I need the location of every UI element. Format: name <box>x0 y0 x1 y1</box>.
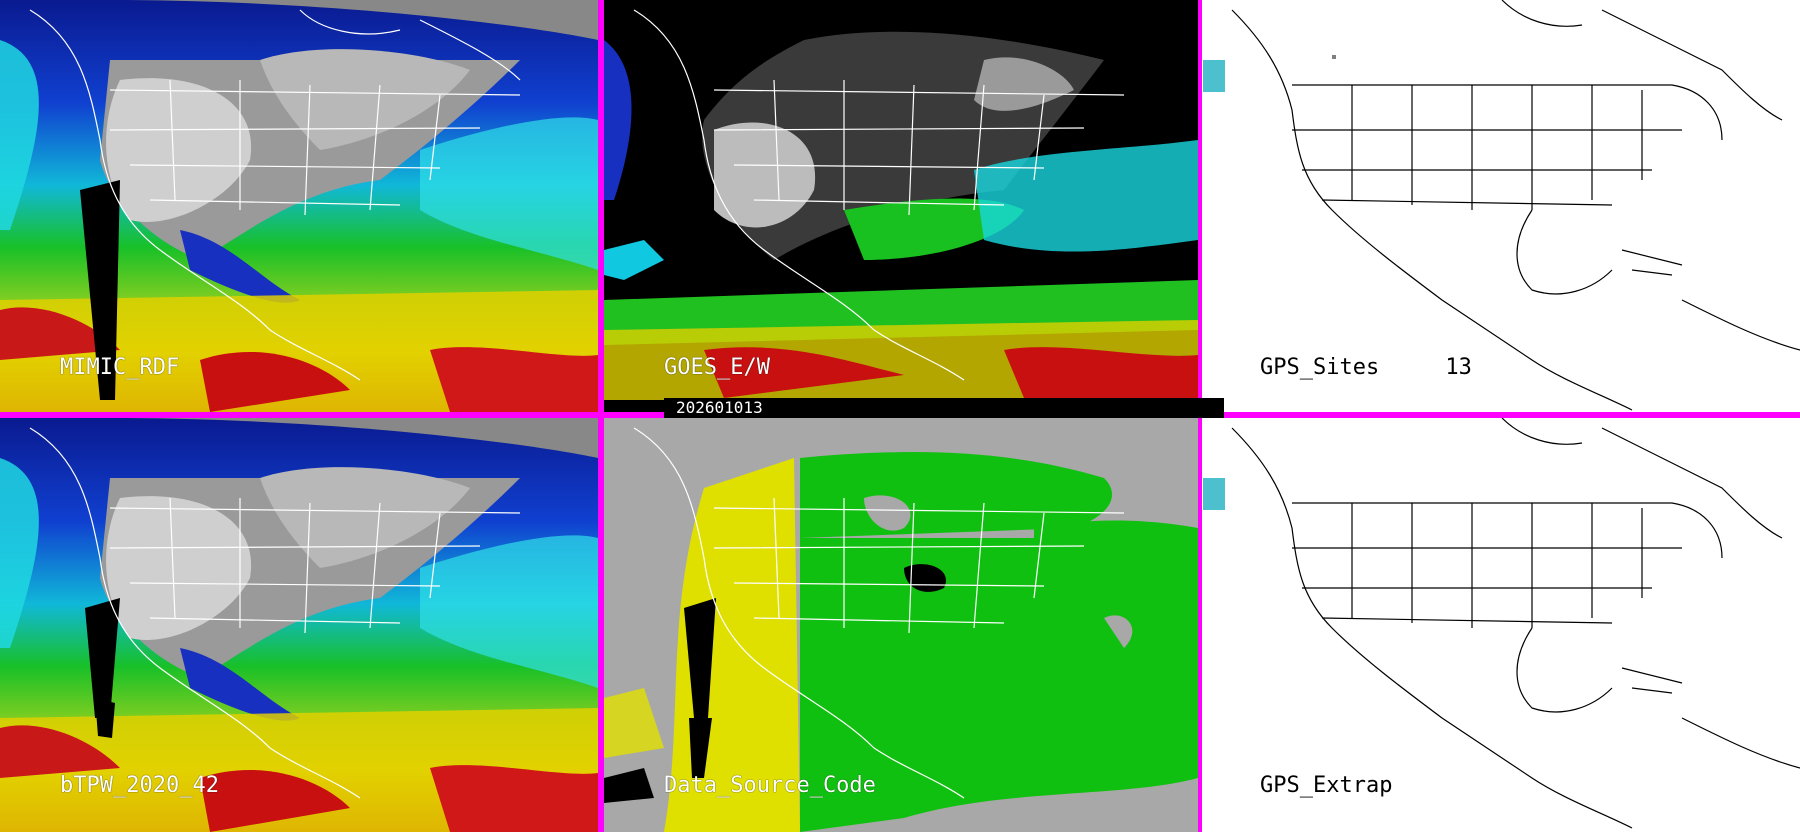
basemap <box>1202 418 1800 832</box>
tpw-map <box>0 418 598 832</box>
tpw-map <box>0 0 598 412</box>
panel-gps-sites: GPS_Sites 13 <box>1202 0 1800 412</box>
panel-data-source-code: Data_Source_Code <box>604 418 1198 832</box>
panel-label: GOES_E/W <box>664 355 770 380</box>
panel-label: GPS_Extrap <box>1260 773 1393 798</box>
basemap <box>1202 0 1800 412</box>
panel-label: Data_Source_Code <box>664 773 876 798</box>
panel-btpw: bTPW_2020_42 <box>0 418 598 832</box>
panel-mimic-rdf: MIMIC_RDF <box>0 0 598 412</box>
date-stamp: 202601013 <box>664 398 1224 418</box>
panel-goes: GOES_E/W <box>604 0 1198 412</box>
source-map <box>604 418 1198 832</box>
panel-label: MIMIC_RDF <box>60 355 180 380</box>
panel-gps-extrap: GPS_Extrap <box>1202 418 1800 832</box>
panel-label: bTPW_2020_42 <box>60 773 219 798</box>
goes-map <box>604 0 1198 412</box>
separator-vertical-left <box>598 0 604 832</box>
panel-label: GPS_Sites 13 <box>1260 355 1472 380</box>
